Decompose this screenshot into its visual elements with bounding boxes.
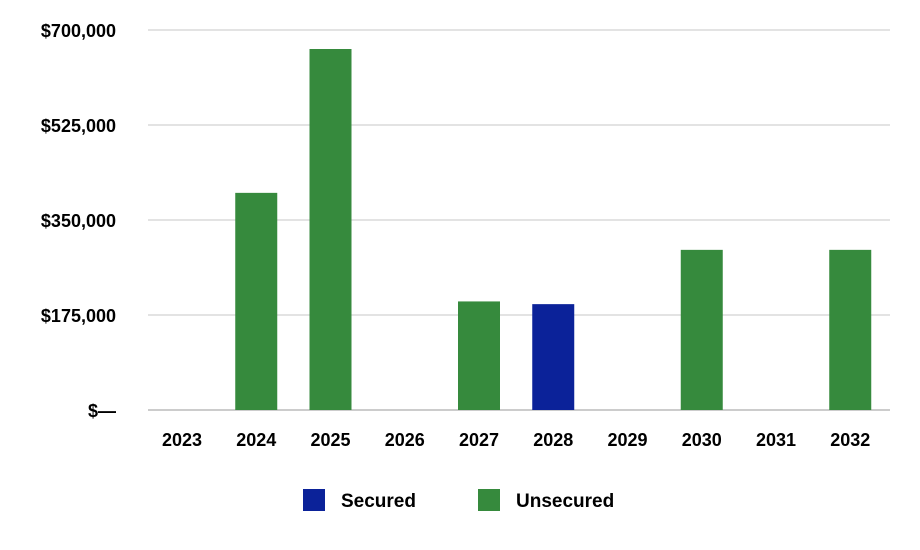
legend-label-secured: Secured	[341, 491, 416, 512]
bar-unsecured-2025	[309, 49, 352, 410]
legend: Secured Unsecured	[303, 489, 614, 512]
y-axis-tick-labels: $— $175,000 $350,000 $525,000 $700,000	[41, 21, 116, 421]
bar-unsecured-2032	[829, 249, 872, 410]
bar-secured-2028	[532, 304, 575, 410]
y-tick-label: $175,000	[41, 306, 116, 326]
legend-swatch-unsecured	[478, 489, 500, 511]
y-tick-label: $700,000	[41, 21, 116, 41]
bars	[235, 49, 872, 410]
legend-swatch-secured	[303, 489, 325, 511]
y-tick-label: $350,000	[41, 211, 116, 231]
x-tick-label-2026: 2026	[385, 430, 425, 450]
x-tick-label-2024: 2024	[236, 430, 276, 450]
bar-unsecured-2027	[458, 301, 500, 410]
y-tick-label: $—	[88, 401, 116, 421]
x-tick-label-2023: 2023	[162, 430, 202, 450]
x-axis-tick-labels: 2023 2024 2025 2026 2027 2028 2029 2030 2031 2032	[162, 430, 870, 450]
x-tick-label-2028: 2028	[533, 430, 573, 450]
x-tick-label-2030: 2030	[682, 430, 722, 450]
bar-unsecured-2030	[680, 249, 723, 410]
legend-label-unsecured: Unsecured	[516, 491, 614, 512]
x-tick-label-2031: 2031	[756, 430, 796, 450]
y-tick-label: $525,000	[41, 116, 116, 136]
x-tick-label-2029: 2029	[607, 430, 647, 450]
x-tick-label-2025: 2025	[310, 430, 350, 450]
x-tick-label-2032: 2032	[830, 430, 870, 450]
x-tick-label-2027: 2027	[459, 430, 499, 450]
bar-unsecured-2024	[235, 192, 278, 410]
